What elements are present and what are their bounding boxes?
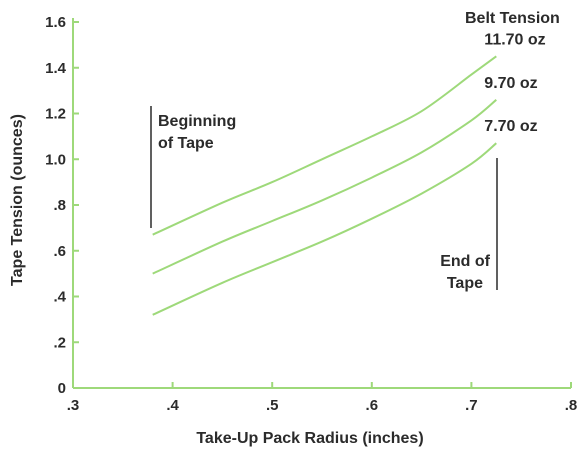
- x-tick-label: .5: [266, 397, 279, 414]
- beginning-of-tape-label-line2: of Tape: [158, 135, 214, 152]
- x-tick-label: .4: [166, 397, 179, 414]
- y-tick-label: .8: [53, 197, 66, 214]
- series-line: [152, 99, 497, 275]
- y-tick-label: .4: [53, 289, 66, 306]
- y-tick-label: .6: [53, 243, 66, 260]
- legend-title: Belt Tension: [465, 10, 560, 27]
- x-tick-label: .3: [67, 397, 80, 414]
- ticks-group: 0 .2 .4 .6 .8 1.0 1.2 1.4 1.6 .3 .4 .5 .6 .7 .8: [45, 14, 577, 414]
- series-label: 9.70 oz: [484, 75, 537, 92]
- x-tick-label: .7: [465, 397, 478, 414]
- y-tick-label: 1.2: [45, 106, 66, 123]
- x-tick-label: .8: [565, 397, 578, 414]
- y-tick-label: 0: [58, 380, 66, 397]
- series-line: [152, 55, 497, 236]
- end-of-tape-label-line1: End of: [440, 253, 490, 270]
- y-tick-label: 1.6: [45, 14, 66, 31]
- axes-group: [72, 18, 571, 389]
- y-axis-title: Tape Tension (ounces): [9, 114, 26, 286]
- series-line: [152, 142, 497, 316]
- series-label: 7.70 oz: [484, 118, 537, 135]
- y-tick-label: 1.0: [45, 151, 66, 168]
- x-tick-label: .6: [366, 397, 379, 414]
- annotations-group: Beginning of Tape End of Tape: [150, 106, 498, 292]
- y-tick-label: .2: [53, 334, 66, 351]
- end-of-tape-label-line2: Tape: [447, 275, 483, 292]
- x-axis-title: Take-Up Pack Radius (inches): [196, 430, 423, 447]
- series-group: 11.70 oz 9.70 oz 7.70 oz: [152, 31, 546, 316]
- y-tick-label: 1.4: [45, 60, 67, 77]
- series-label: 11.70 oz: [484, 31, 545, 48]
- beginning-of-tape-label-line1: Beginning: [158, 113, 236, 130]
